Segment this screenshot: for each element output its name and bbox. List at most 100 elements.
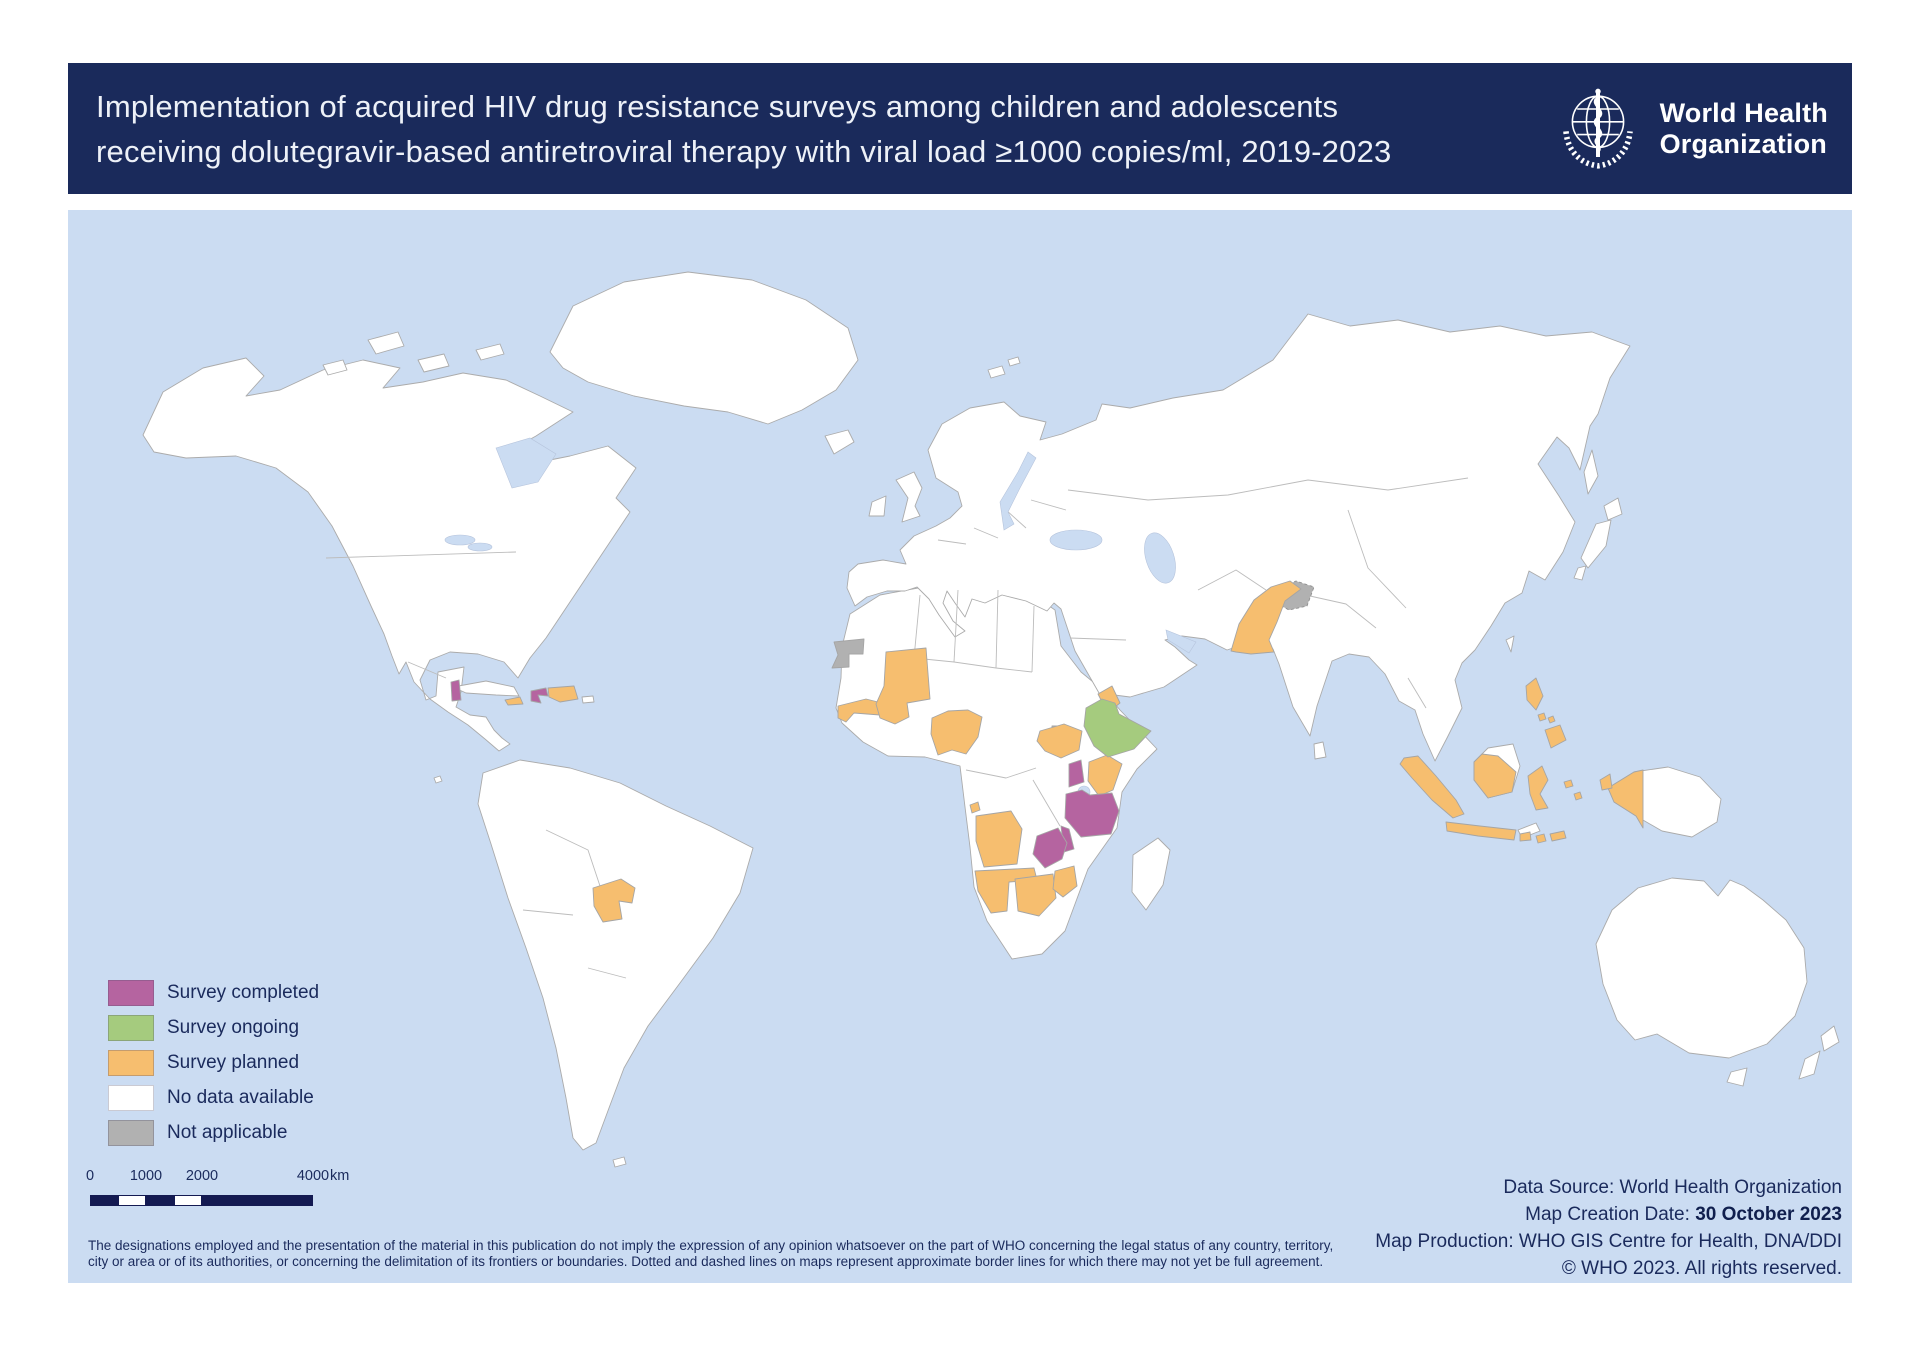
island-galapagos <box>433 775 443 784</box>
island-madagascar <box>1131 837 1171 911</box>
who-logo-text: World Health Organization <box>1660 98 1828 160</box>
header: Implementation of acquired HIV drug resi… <box>68 63 1852 194</box>
creation-date: 30 October 2023 <box>1695 1204 1842 1225</box>
who-logo: World Health Organization <box>1550 63 1828 194</box>
country-south-sudan <box>1036 723 1083 759</box>
scale-segment <box>202 1195 313 1206</box>
country-senegal <box>837 698 883 723</box>
scale-segment <box>146 1195 174 1206</box>
island-great-britain <box>895 471 923 523</box>
country-zambia <box>1032 827 1068 869</box>
country-western-sahara <box>831 638 865 669</box>
scale-segment <box>90 1195 118 1206</box>
legend-label-completed: Survey completed <box>167 982 320 1003</box>
water-bodies <box>444 437 1197 799</box>
scale-segment <box>174 1195 202 1206</box>
continents <box>142 271 1840 1168</box>
islands-new-zealand <box>1798 1025 1840 1080</box>
country-philippines <box>1525 677 1567 749</box>
disclaimer-line-2: city or area or of its authorities, or c… <box>88 1254 1324 1269</box>
legend-item-not-applicable: Not applicable <box>108 1120 319 1146</box>
scale-bar: 0 1000 2000 4000 km <box>68 1168 408 1218</box>
scale-tick-2000: 2000 <box>185 1168 219 1184</box>
legend-label-no-data: No data available <box>167 1087 314 1108</box>
disclaimer: The designations employed and the presen… <box>88 1238 1418 1270</box>
island-svalbard <box>987 356 1021 379</box>
legend-swatch-planned <box>108 1050 154 1076</box>
island-falklands <box>612 1156 627 1168</box>
legend-swatch-not-applicable <box>108 1120 154 1146</box>
country-pakistan <box>1230 580 1302 655</box>
title-line-2: receiving dolutegravir-based antiretrovi… <box>96 133 1392 169</box>
creation-label: Map Creation Date: <box>1525 1204 1696 1225</box>
island-cuba <box>452 680 520 697</box>
legend-item-no-data: No data available <box>108 1085 319 1111</box>
country-botswana <box>1014 873 1057 917</box>
island-sri-lanka <box>1313 741 1327 760</box>
country-mali <box>875 647 931 725</box>
scale-segment <box>118 1195 146 1206</box>
legend-item-survey-planned: Survey planned <box>108 1050 319 1076</box>
hudson-bay <box>495 437 557 489</box>
title-line-1: Implementation of acquired HIV drug resi… <box>96 88 1339 124</box>
country-tanzania <box>1064 789 1120 838</box>
legend-label-planned: Survey planned <box>167 1052 300 1073</box>
world-map <box>142 271 1840 1168</box>
island-ireland <box>868 495 887 517</box>
island-tasmania <box>1726 1067 1748 1087</box>
continent-south-america <box>477 759 754 1151</box>
legend-swatch-no-data <box>108 1085 154 1111</box>
baltic-sea <box>999 451 1037 531</box>
disclaimer-line-1: The designations employed and the presen… <box>88 1238 1334 1253</box>
black-sea <box>1049 529 1103 551</box>
map-production: Map Production: WHO GIS Centre for Healt… <box>1375 1231 1842 1252</box>
country-angola <box>969 801 1023 868</box>
islands-japan <box>1573 497 1623 581</box>
island-sakhalin <box>1583 449 1599 495</box>
country-jamaica <box>504 696 524 706</box>
island-greenland <box>549 271 859 425</box>
page-title: Implementation of acquired HIV drug resi… <box>68 84 1391 174</box>
copyright: © WHO 2023. All rights reserved. <box>1561 1258 1842 1279</box>
legend-swatch-completed <box>108 980 154 1006</box>
island-taiwan <box>1505 635 1515 653</box>
continent-eurasia <box>846 313 1631 762</box>
great-lakes <box>444 534 476 546</box>
continent-australia <box>1595 877 1808 1059</box>
legend-item-survey-completed: Survey completed <box>108 980 319 1006</box>
legend-label-ongoing: Survey ongoing <box>167 1017 300 1038</box>
country-nigeria <box>930 709 983 756</box>
country-zimbabwe <box>1052 865 1078 898</box>
country-indonesia <box>1399 753 1644 844</box>
country-belize <box>450 679 462 702</box>
who-logo-line-1: World Health <box>1659 97 1828 128</box>
continent-north-america <box>142 357 637 752</box>
caspian-sea <box>1144 532 1176 584</box>
who-logo-line-2: Organization <box>1659 128 1827 159</box>
map-credits: Data Source: World Health Organization M… <box>1375 1174 1842 1282</box>
persian-gulf <box>1165 629 1197 654</box>
scale-tick-4000: 4000 <box>296 1168 330 1184</box>
map-panel: Survey completed Survey ongoing Survey p… <box>68 210 1852 1283</box>
island-puerto-rico <box>581 695 595 704</box>
legend-label-not-applicable: Not applicable <box>167 1122 288 1143</box>
country-dominican-republic <box>547 685 579 703</box>
arctic-islands <box>322 331 505 376</box>
scale-tick-0: 0 <box>85 1168 95 1184</box>
island-iceland <box>824 429 855 455</box>
data-source: Data Source: World Health Organization <box>1503 1177 1842 1198</box>
country-haiti <box>530 687 549 704</box>
map-creation-date: Map Creation Date: 30 October 2023 <box>1375 1201 1842 1228</box>
legend-item-survey-ongoing: Survey ongoing <box>108 1015 319 1041</box>
legend: Survey completed Survey ongoing Survey p… <box>108 980 319 1155</box>
country-paraguay <box>592 878 636 923</box>
scale-tick-1000: 1000 <box>129 1168 163 1184</box>
survey-countries <box>450 580 1644 923</box>
who-emblem-icon <box>1562 88 1633 169</box>
country-ethiopia <box>1083 698 1152 758</box>
legend-swatch-ongoing <box>108 1015 154 1041</box>
country-uganda <box>1068 759 1085 788</box>
scale-bar-segments <box>90 1195 313 1206</box>
scale-unit: km <box>330 1168 350 1184</box>
